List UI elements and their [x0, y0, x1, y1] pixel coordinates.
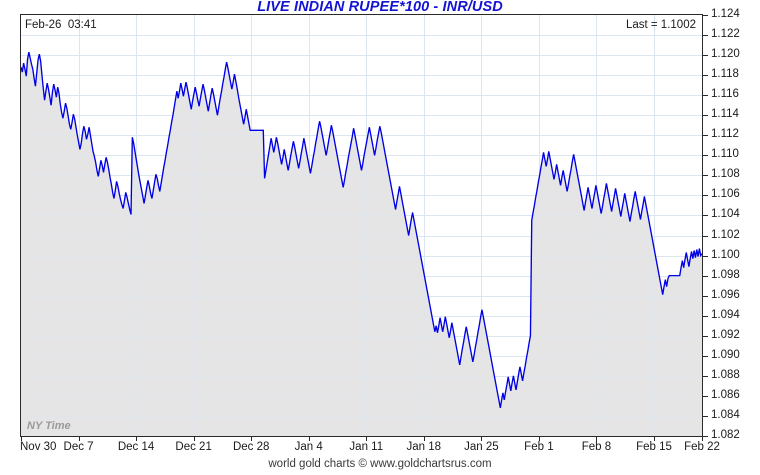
x-tick-label: Feb 1 — [524, 441, 554, 453]
y-tick-mark — [703, 415, 708, 417]
x-tick-label: Feb 8 — [581, 441, 612, 453]
y-tick-mark — [703, 95, 708, 97]
series-line — [21, 51, 702, 409]
price-area-chart — [21, 15, 702, 436]
y-tick-mark — [703, 15, 708, 16]
y-tick-mark — [703, 295, 708, 297]
y-tick-mark — [703, 195, 708, 197]
y-tick-label: 1.082 — [711, 429, 740, 441]
y-axis: 1.124 1.122 1.120 1.118 1.116 1.114 1.112 1.110… — [703, 8, 760, 441]
y-tick-mark — [703, 175, 708, 177]
x-tick-mark — [21, 437, 22, 441]
y-tick-label: 1.100 — [711, 248, 740, 261]
page-title: LIVE INDIAN RUPEE*100 - INR/USD — [257, 0, 503, 15]
x-tick-mark — [251, 437, 253, 441]
y-tick-label: 1.112 — [711, 128, 739, 141]
x-tick-mark — [136, 437, 138, 441]
y-tick-mark — [703, 375, 708, 377]
vertical-gridlines-overlay — [79, 15, 655, 436]
y-tick-label: 1.122 — [711, 28, 740, 41]
series-fill-region — [21, 52, 702, 436]
x-tick-mark — [596, 437, 598, 441]
x-tick-label: Dec 21 — [175, 441, 212, 453]
y-tick-mark — [703, 115, 708, 117]
y-tick-mark — [703, 335, 708, 337]
x-tick-label: Feb 22 — [684, 441, 720, 453]
y-tick-label: 1.114 — [711, 108, 739, 121]
y-tick-label: 1.090 — [711, 348, 740, 361]
x-axis: Nov 30 Dec 7 Dec 14 Dec 21 Dec 28 Jan 4 Jan 11… — [20, 437, 720, 455]
x-tick-mark — [702, 437, 703, 441]
x-tick-label: Jan 11 — [349, 441, 384, 453]
x-tick-mark — [308, 437, 310, 441]
y-tick-mark — [703, 55, 708, 57]
x-tick-mark — [423, 437, 425, 441]
x-tick-label: Jan 25 — [464, 441, 499, 453]
y-tick-label: 1.120 — [711, 48, 740, 61]
timestamp-label: Feb-26 03:41 — [25, 19, 97, 31]
x-tick-label: Jan 4 — [294, 441, 323, 453]
x-tick-mark — [538, 437, 540, 441]
y-tick-label: 1.106 — [711, 188, 740, 201]
x-tick-mark — [366, 437, 368, 441]
x-tick-mark — [78, 437, 80, 441]
y-tick-mark — [703, 255, 708, 257]
y-tick-label: 1.094 — [711, 308, 740, 321]
x-tick-label: Jan 18 — [406, 441, 442, 453]
y-tick-label: 1.108 — [711, 168, 740, 181]
y-tick-label: 1.124 — [711, 8, 740, 20]
last-price-label: Last = 1.1002 — [625, 19, 696, 31]
y-tick-label: 1.102 — [711, 228, 740, 241]
y-tick-mark — [703, 235, 708, 237]
x-tick-label: Dec 28 — [232, 441, 270, 453]
y-tick-label: 1.118 — [711, 68, 739, 81]
timezone-label: NY Time — [27, 420, 71, 432]
y-tick-mark — [703, 395, 708, 397]
y-tick-mark — [703, 75, 708, 77]
horizontal-gridlines-overlay — [21, 35, 702, 417]
x-tick-label: Nov 30 — [20, 441, 57, 453]
x-tick-mark — [653, 437, 655, 441]
x-tick-label: Feb 15 — [636, 441, 672, 453]
y-tick-mark — [703, 155, 708, 157]
y-tick-mark — [703, 436, 708, 437]
y-tick-mark — [703, 135, 708, 137]
x-tick-mark — [481, 437, 483, 441]
y-tick-mark — [703, 315, 708, 317]
y-tick-label: 1.088 — [711, 368, 740, 381]
y-tick-label: 1.110 — [711, 148, 739, 161]
plot-area[interactable]: Feb-26 03:41 Last = 1.1002 NY Time — [20, 14, 703, 437]
y-tick-label: 1.084 — [711, 408, 740, 421]
x-tick-label: Dec 7 — [63, 441, 94, 453]
y-tick-label: 1.104 — [711, 208, 740, 221]
y-tick-mark — [703, 215, 708, 217]
x-tick-mark — [193, 437, 195, 441]
y-tick-mark — [703, 275, 708, 277]
x-tick-label: Dec 14 — [117, 441, 155, 453]
y-tick-mark — [703, 355, 708, 357]
y-tick-mark — [703, 35, 708, 37]
y-tick-label: 1.086 — [711, 388, 740, 401]
y-tick-label: 1.098 — [711, 268, 740, 281]
footer-credit: world gold charts © www.goldchartsrus.co… — [268, 458, 492, 470]
y-tick-label: 1.116 — [711, 88, 739, 101]
y-tick-label: 1.092 — [711, 328, 740, 341]
y-tick-label: 1.096 — [711, 288, 740, 301]
